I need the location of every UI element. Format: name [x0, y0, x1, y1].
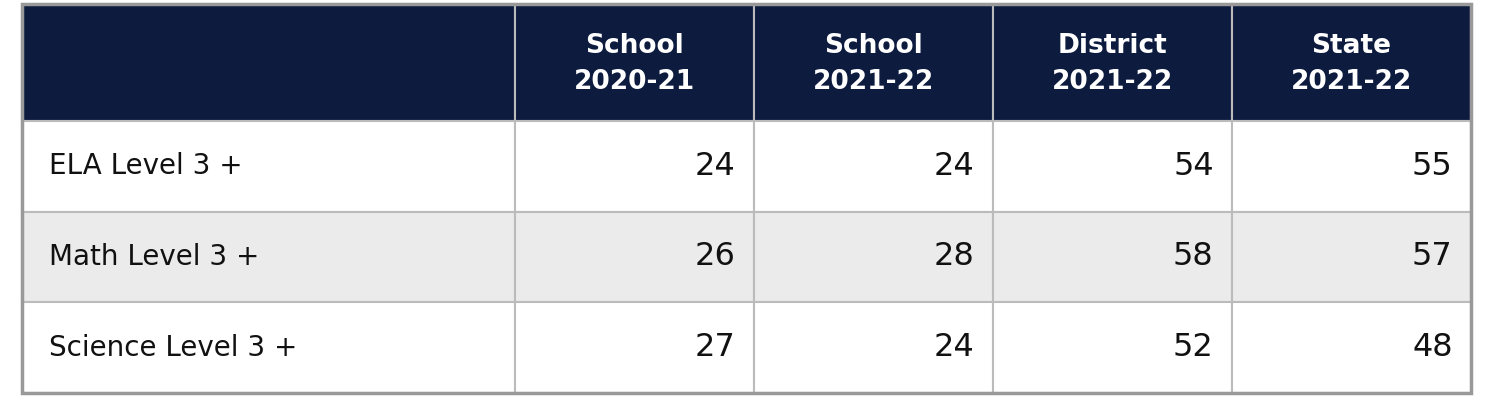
Text: 52: 52: [1173, 332, 1214, 363]
Bar: [993, 212, 1232, 302]
Bar: [1232, 4, 1471, 121]
Text: State: State: [1311, 33, 1391, 59]
Bar: [1232, 212, 1471, 302]
Bar: [754, 212, 993, 302]
Bar: [1232, 121, 1471, 212]
Text: 27: 27: [694, 332, 736, 363]
Text: 55: 55: [1412, 151, 1453, 182]
Bar: [754, 4, 993, 121]
Text: 26: 26: [694, 241, 736, 272]
Bar: [993, 4, 1232, 121]
Bar: [515, 4, 754, 121]
Text: 24: 24: [935, 332, 975, 363]
Text: School: School: [585, 33, 684, 59]
Bar: [754, 302, 993, 393]
Text: 2020-21: 2020-21: [573, 69, 694, 95]
Bar: [993, 121, 1232, 212]
Text: 2021-22: 2021-22: [1051, 69, 1173, 95]
Text: 2021-22: 2021-22: [1290, 69, 1412, 95]
Bar: [22, 212, 515, 302]
Text: 2021-22: 2021-22: [812, 69, 933, 95]
Text: 57: 57: [1412, 241, 1453, 272]
Bar: [993, 302, 1232, 393]
Text: Math Level 3 +: Math Level 3 +: [49, 243, 260, 271]
Bar: [22, 302, 515, 393]
Bar: [22, 121, 515, 212]
Text: 54: 54: [1173, 151, 1214, 182]
Text: School: School: [824, 33, 923, 59]
Text: ELA Level 3 +: ELA Level 3 +: [49, 152, 243, 180]
Bar: [22, 4, 515, 121]
Text: 24: 24: [935, 151, 975, 182]
Text: 28: 28: [935, 241, 975, 272]
Text: District: District: [1057, 33, 1168, 59]
Bar: [515, 212, 754, 302]
Bar: [1232, 302, 1471, 393]
Text: 58: 58: [1173, 241, 1214, 272]
Text: Science Level 3 +: Science Level 3 +: [49, 333, 297, 362]
Text: 24: 24: [696, 151, 736, 182]
Bar: [515, 302, 754, 393]
Text: 48: 48: [1412, 332, 1453, 363]
Bar: [754, 121, 993, 212]
Bar: [515, 121, 754, 212]
